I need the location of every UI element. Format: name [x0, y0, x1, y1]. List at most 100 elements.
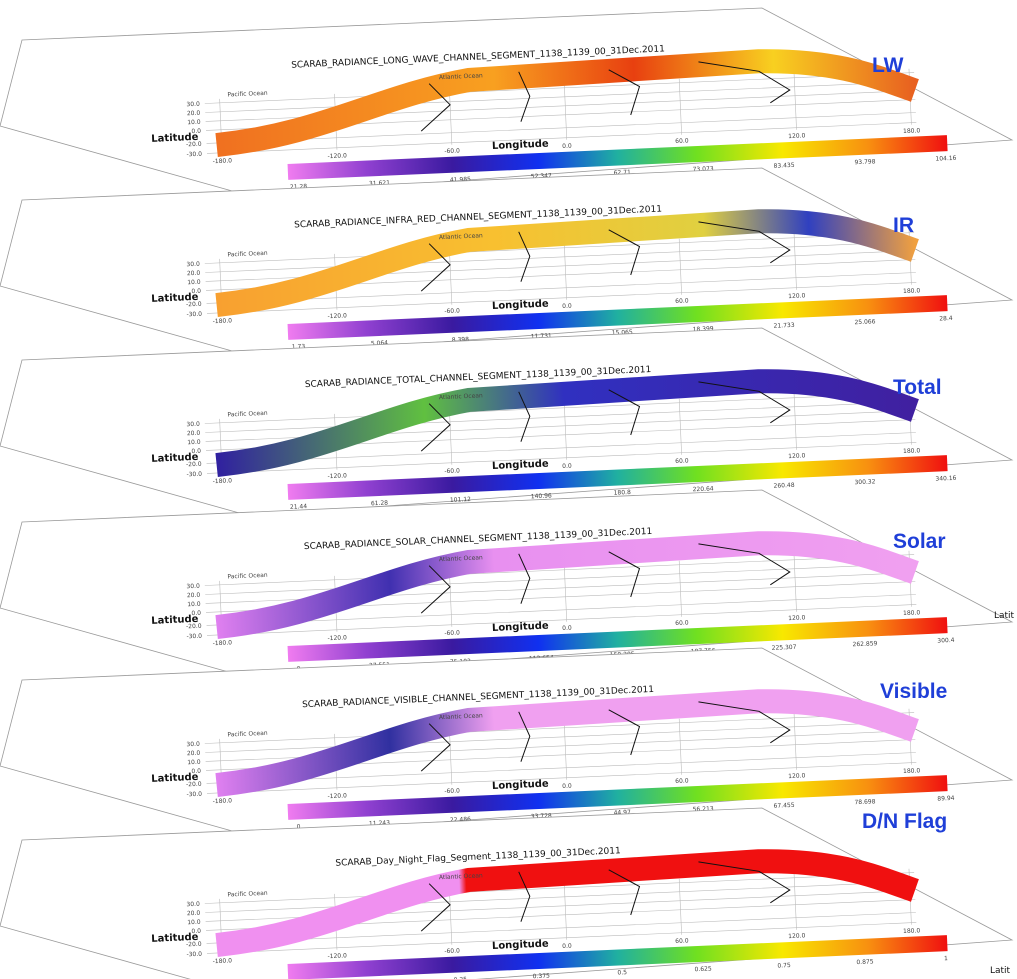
lon-tick-label: 180.0 [903, 287, 921, 295]
lon-tick-label: -120.0 [327, 472, 347, 480]
lon-tick-label: -120.0 [327, 312, 347, 320]
channel-label: Total [893, 376, 942, 399]
panel: SCARAB_Day_Night_Flag_Segment_1138_1139_… [0, 808, 1012, 979]
lat-tick-label: -30.0 [186, 311, 202, 319]
colorbar-tick-label: 93.798 [854, 158, 875, 166]
colorbar-tick-label: 25.066 [854, 318, 875, 326]
panel: SCARAB_RADIANCE_SOLAR_CHANNEL_SEGMENT_11… [0, 490, 1012, 679]
lon-tick-label: 60.0 [675, 137, 689, 145]
lon-tick-label: 60.0 [675, 619, 689, 627]
colorbar-tick-label: 89.94 [937, 795, 955, 803]
panel: SCARAB_RADIANCE_TOTAL_CHANNEL_SEGMENT_11… [0, 328, 1012, 517]
lon-tick-label: 180.0 [903, 447, 921, 455]
lat-tick-label: 10.0 [187, 919, 201, 927]
colorbar-tick-label: 0.75 [777, 962, 791, 970]
edge-label: Latit [994, 611, 1015, 621]
lon-tick-label: 180.0 [903, 127, 921, 135]
colorbar-tick-label: 0.5 [617, 969, 627, 976]
lon-tick-label: 180.0 [903, 767, 921, 775]
lat-tick-label: 20.0 [187, 430, 201, 438]
latitude-label: Latitude [151, 772, 199, 785]
lat-tick-label: 30.0 [186, 583, 200, 591]
channel-label: Visible [880, 680, 947, 703]
colorbar-tick-label: 104.16 [935, 155, 956, 163]
lon-tick-label: 120.0 [788, 292, 806, 300]
lon-tick-label: -60.0 [444, 147, 460, 155]
lat-tick-label: 30.0 [186, 421, 200, 429]
lat-tick-label: 30.0 [186, 901, 200, 909]
lat-tick-label: -30.0 [186, 633, 202, 641]
lon-tick-label: -180.0 [213, 957, 233, 965]
lon-tick-label: 120.0 [788, 452, 806, 460]
lon-tick-label: -180.0 [213, 797, 233, 805]
lon-tick-label: -120.0 [327, 634, 347, 642]
lon-tick-label: 120.0 [788, 132, 806, 140]
latitude-label: Latitude [151, 292, 199, 305]
lon-tick-label: 120.0 [788, 772, 806, 780]
lon-tick-label: -60.0 [444, 947, 460, 955]
lon-tick-label: 0.0 [562, 783, 572, 790]
lat-tick-label: 10.0 [187, 119, 201, 127]
lat-tick-label: -30.0 [186, 791, 202, 799]
lon-tick-label: 60.0 [675, 937, 689, 945]
colorbar-tick-label: 21.733 [773, 322, 794, 330]
channel-label: Solar [893, 530, 946, 553]
lon-tick-label: 0.0 [562, 143, 572, 150]
lat-tick-label: 10.0 [187, 279, 201, 287]
lon-tick-label: 0.0 [562, 303, 572, 310]
lat-tick-label: 20.0 [187, 110, 201, 118]
colorbar-tick-label: 0.875 [856, 958, 874, 966]
figure: SCARAB_RADIANCE_LONG_WAVE_CHANNEL_SEGMEN… [0, 0, 1017, 979]
channel-label: D/N Flag [862, 810, 947, 833]
lon-tick-label: -60.0 [444, 629, 460, 637]
lon-tick-label: 0.0 [562, 625, 572, 632]
lat-tick-label: 20.0 [187, 750, 201, 758]
lon-tick-label: 0.0 [562, 463, 572, 470]
lat-tick-label: -30.0 [186, 951, 202, 959]
latitude-label: Latitude [151, 932, 199, 945]
lon-tick-label: 180.0 [903, 927, 921, 935]
lon-tick-label: 120.0 [788, 614, 806, 622]
lat-tick-label: 20.0 [187, 592, 201, 600]
lat-tick-label: 30.0 [186, 261, 200, 269]
lat-tick-label: -30.0 [186, 151, 202, 159]
lat-tick-label: 30.0 [186, 741, 200, 749]
channel-label: LW [872, 54, 904, 77]
lon-tick-label: -120.0 [327, 792, 347, 800]
panel: SCARAB_RADIANCE_INFRA_RED_CHANNEL_SEGMEN… [0, 168, 1012, 357]
colorbar-tick-label: 300.32 [854, 478, 875, 486]
lon-tick-label: -120.0 [327, 152, 347, 160]
colorbar-tick-label: 28.4 [939, 315, 953, 323]
lon-tick-label: -60.0 [444, 467, 460, 475]
colorbar-tick-label: 340.16 [935, 475, 956, 483]
latitude-label: Latitude [151, 132, 199, 145]
lat-tick-label: -30.0 [186, 471, 202, 479]
edge-label: Latit [990, 966, 1011, 976]
lon-tick-label: 60.0 [675, 777, 689, 785]
panel: SCARAB_RADIANCE_VISIBLE_CHANNEL_SEGMENT_… [0, 648, 1012, 837]
latitude-label: Latitude [151, 452, 199, 465]
lon-tick-label: -60.0 [444, 787, 460, 795]
lon-tick-label: -180.0 [213, 317, 233, 325]
lon-tick-label: -180.0 [213, 157, 233, 165]
colorbar-tick-label: 225.307 [772, 644, 797, 652]
lat-tick-label: 10.0 [187, 759, 201, 767]
colorbar-tick-label: 260.48 [773, 482, 794, 490]
lon-tick-label: 0.0 [562, 943, 572, 950]
lat-tick-label: 10.0 [187, 439, 201, 447]
lon-tick-label: 180.0 [903, 609, 921, 617]
lon-tick-label: -180.0 [213, 477, 233, 485]
colorbar-tick-label: 67.455 [773, 802, 794, 810]
colorbar-tick-label: 262.859 [852, 640, 877, 648]
lat-tick-label: 30.0 [186, 101, 200, 109]
colorbar-tick-label: 0.625 [694, 965, 712, 973]
lat-tick-label: 20.0 [187, 270, 201, 278]
lat-tick-label: 10.0 [187, 601, 201, 609]
latitude-label: Latitude [151, 614, 199, 627]
panel: SCARAB_RADIANCE_LONG_WAVE_CHANNEL_SEGMEN… [0, 8, 1012, 197]
colorbar-tick-label: 0.375 [533, 973, 551, 979]
lon-tick-label: -60.0 [444, 307, 460, 315]
lon-tick-label: 60.0 [675, 457, 689, 465]
colorbar-tick-label: 1 [944, 955, 948, 962]
lat-tick-label: 20.0 [187, 910, 201, 918]
